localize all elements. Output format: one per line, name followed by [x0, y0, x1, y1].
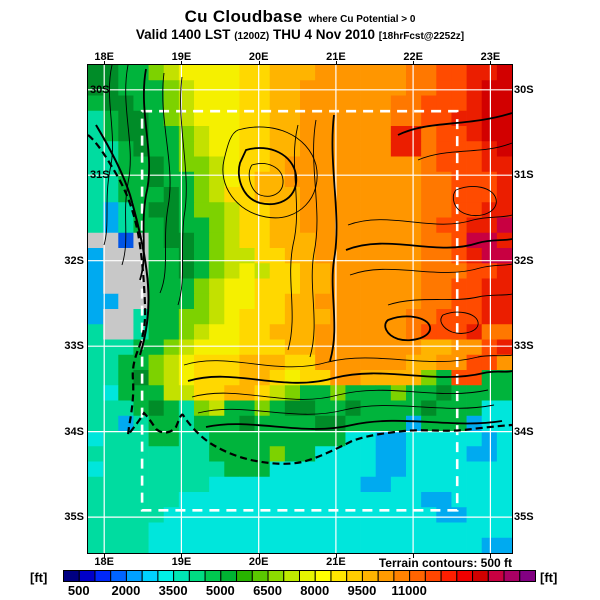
contour: [349, 263, 512, 276]
contour: [103, 65, 113, 246]
colorbar-tick-label: 2000: [111, 583, 141, 598]
axis-tick: [181, 61, 183, 65]
axis-tick: [490, 554, 492, 558]
contour: [191, 389, 489, 400]
contour: [309, 119, 318, 358]
lon-label-bottom: 21E: [326, 556, 346, 568]
contour: [177, 76, 187, 306]
contour: [347, 214, 512, 226]
colorbar-tick-label: 9500: [347, 583, 377, 598]
colorbar-unit-right: [ft]: [540, 570, 558, 585]
valid-zulu: (1200Z): [234, 31, 270, 42]
contour: [345, 238, 512, 251]
contour: [197, 404, 495, 415]
contour: [159, 72, 171, 294]
lon-label-top: 20E: [248, 51, 269, 63]
contour: [397, 112, 512, 136]
colorbar-tick-label: 6500: [253, 583, 282, 598]
colorbar-tick-label: 11000: [391, 583, 427, 598]
terrain-contours: [88, 65, 512, 465]
lat-label-left: 34S: [64, 425, 84, 438]
axis-tick: [413, 61, 415, 65]
colorbar-tick-label: 500: [67, 583, 90, 598]
axis-tick: [181, 554, 183, 558]
lon-label-bottom: 20E: [248, 556, 269, 568]
lat-label-left: 33S: [64, 340, 84, 353]
valid-prefix: Valid 1400 LST: [135, 27, 231, 42]
lat-label-left: 31S: [90, 169, 110, 182]
lon-label-top: 23E: [480, 51, 501, 63]
colorbar-tick-label: 5000: [205, 583, 235, 598]
contour: [183, 354, 512, 368]
contour: [95, 124, 150, 356]
contour: [187, 370, 512, 384]
contour: [238, 147, 298, 205]
title-qualifier: where Cu Potential > 0: [308, 14, 416, 25]
lon-label-top: 22E: [403, 51, 423, 63]
lon-label-bottom: 19E: [171, 556, 192, 568]
terrain-contours-note: Terrain contours: 500 ft: [378, 556, 512, 570]
axis-tick: [335, 61, 337, 65]
contour: [417, 142, 512, 161]
chart-title: Cu Cloudbase where Cu Potential > 0: [0, 7, 600, 27]
lat-label-right: 32S: [514, 254, 534, 267]
contour: [329, 114, 338, 362]
colorbar-unit-left: [ft]: [30, 570, 48, 585]
contour: [387, 293, 512, 306]
lat-label-right: 34S: [514, 425, 534, 438]
lat-label-left: 35S: [64, 511, 84, 524]
contour: [452, 186, 497, 217]
contour: [384, 315, 431, 342]
lat-label-right: 35S: [514, 511, 534, 524]
axis-tick: [490, 61, 492, 65]
lat-label-left: 32S: [64, 254, 84, 267]
axis-tick: [413, 554, 415, 558]
lon-label-top: 19E: [171, 51, 192, 63]
lon-label-top: 21E: [326, 51, 346, 63]
contour: [222, 126, 318, 219]
contour: [139, 68, 150, 281]
lat-label-right: 30S: [514, 83, 534, 96]
lat-label-right: 31S: [514, 169, 534, 182]
axis-tick: [258, 554, 260, 558]
lat-label-left: 30S: [90, 83, 110, 96]
colorbar-tick-label: 8000: [300, 583, 330, 598]
map-plot-area: [87, 64, 513, 554]
axis-tick: [104, 61, 106, 65]
axis-tick: [335, 554, 337, 558]
axis-tick: [258, 61, 260, 65]
contour: [205, 419, 503, 430]
valid-fcst: [18hrFcst@2252z]: [378, 31, 465, 42]
axis-tick: [104, 554, 106, 558]
title-main: Cu Cloudbase: [184, 7, 303, 26]
graticule-and-domain: [88, 65, 512, 553]
lon-label-bottom: 18E: [94, 556, 114, 568]
valid-time-line: Valid 1400 LST (1200Z) THU 4 Nov 2010 [1…: [0, 27, 600, 42]
colorbar-tick-label: 3500: [158, 583, 188, 598]
contour: [248, 163, 284, 197]
contour: [440, 311, 479, 334]
lat-label-right: 33S: [514, 340, 534, 353]
lon-label-top: 18E: [94, 51, 114, 63]
valid-date: THU 4 Nov 2010: [272, 27, 376, 42]
contour: [287, 124, 299, 351]
colorbar: [63, 570, 536, 582]
contour: [121, 65, 131, 266]
